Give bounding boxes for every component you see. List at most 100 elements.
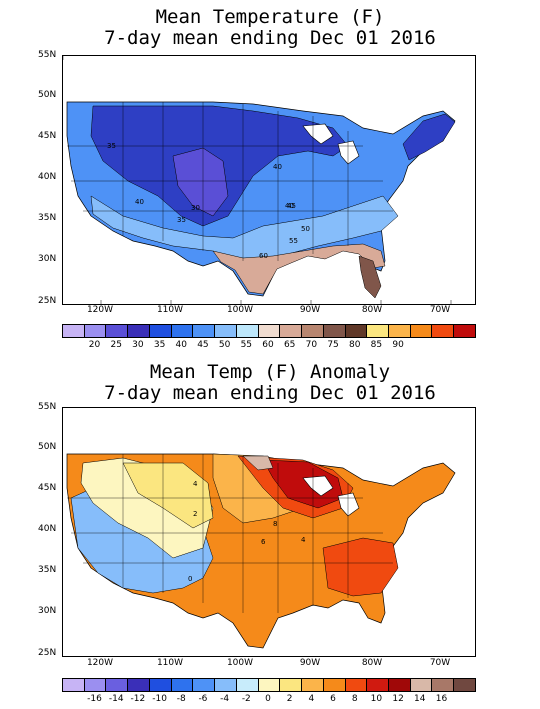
contour-label: 45 — [287, 202, 296, 210]
legend-swatch — [215, 679, 237, 691]
graticule — [63, 56, 452, 304]
anomaly-title-line1: Mean Temp (F) Anomaly — [149, 361, 391, 383]
anomaly-map: 4 2 8 6 4 0 — [62, 407, 476, 657]
lat-label: 30N — [38, 254, 57, 264]
south-warm-region — [212, 243, 386, 295]
lon-label: 110W — [156, 305, 184, 315]
legend-label: -6 — [198, 694, 208, 704]
lon-label: 90W — [299, 658, 321, 668]
legend-label: 25 — [110, 340, 122, 350]
legend-label: 75 — [327, 340, 339, 350]
legend-swatch — [302, 679, 324, 691]
temperature-map: 35 40 40 35 30 40 45 50 55 60 — [62, 55, 476, 305]
legend-swatch — [171, 679, 194, 691]
legend-swatch — [367, 325, 390, 337]
legend-swatch — [345, 325, 368, 337]
legend-label: 12 — [392, 694, 404, 704]
anomaly-contour-labels: 4 2 8 6 4 0 — [188, 480, 306, 583]
legend-swatch — [84, 325, 107, 337]
lon-label: 120W — [86, 658, 114, 668]
legend-label: 65 — [283, 340, 296, 350]
florida-region — [358, 255, 382, 299]
legend-swatch — [410, 325, 433, 337]
lon-label: 100W — [226, 658, 254, 668]
legend-swatch — [106, 679, 129, 691]
legend-swatch — [171, 325, 194, 337]
legend-swatch — [128, 679, 150, 691]
legend-label: 85 — [370, 340, 383, 350]
legend-label: 70 — [305, 340, 318, 350]
contour-label: 40 — [273, 163, 282, 171]
southeast-deep-orange — [322, 537, 399, 597]
legend-swatch — [389, 325, 411, 337]
legend-swatch — [302, 325, 324, 337]
legend-label: 80 — [349, 340, 361, 350]
legend-label: -8 — [176, 694, 186, 704]
lat-label: 45N — [38, 131, 57, 141]
legend-swatch — [432, 679, 455, 691]
contour-label: 4 — [193, 480, 198, 488]
lat-label: 35N — [38, 213, 57, 223]
legend-label: 4 — [308, 694, 315, 704]
temperature-contour-labels: 35 40 40 35 30 40 45 50 55 60 — [107, 142, 310, 260]
legend-swatch — [280, 325, 303, 337]
lon-label: 90W — [299, 305, 321, 315]
contour-label: 40 — [285, 202, 294, 210]
lon-label: 110W — [156, 658, 184, 668]
lon-label: 80W — [361, 658, 383, 668]
legend-label: -14 — [108, 694, 124, 704]
state-borders — [67, 454, 393, 613]
legend-swatch — [106, 325, 129, 337]
anomaly-map-svg: 4 2 8 6 4 0 — [66, 453, 456, 649]
legend-label: -16 — [87, 694, 102, 704]
legend-label: 14 — [414, 694, 426, 704]
lat-label: 25N — [38, 648, 57, 658]
legend-swatch — [193, 679, 216, 691]
lat-label: 50N — [38, 442, 57, 452]
lat-label: 55N — [38, 402, 57, 412]
legend-label: 45 — [197, 340, 209, 350]
contour-label: 40 — [135, 198, 144, 206]
contour-label: 55 — [289, 237, 298, 245]
north-pink-region — [242, 455, 274, 471]
legend-label: 50 — [218, 340, 231, 350]
contour-label: 4 — [301, 536, 306, 544]
legend-swatch — [280, 679, 303, 691]
contour-label: 30 — [191, 204, 200, 212]
legend-swatch — [193, 325, 216, 337]
contour-label: 2 — [193, 510, 197, 518]
legend-swatch — [149, 679, 172, 691]
legend-label: -2 — [241, 694, 251, 704]
temperature-legend — [62, 324, 476, 338]
legend-label: -4 — [220, 694, 230, 704]
legend-swatch — [454, 325, 475, 337]
lat-label: 35N — [38, 565, 57, 575]
legend-swatch — [345, 679, 368, 691]
legend-label: 6 — [330, 694, 336, 704]
contour-label: 8 — [273, 520, 277, 528]
contour-label: 6 — [261, 538, 266, 546]
legend-label: 2 — [286, 694, 293, 704]
legend-swatch — [215, 325, 237, 337]
legend-label: 10 — [370, 694, 383, 704]
legend-label: 55 — [240, 340, 253, 350]
legend-label: 20 — [88, 340, 101, 350]
upper-midwest-core-region — [262, 459, 344, 509]
legend-swatch — [258, 325, 281, 337]
legend-swatch — [454, 679, 475, 691]
lat-label: 50N — [38, 90, 57, 100]
contour-label: 35 — [107, 142, 116, 150]
lat-label: 25N — [38, 296, 57, 306]
anomaly-panel: Mean Temp (F) Anomaly 7-day mean ending … — [0, 355, 540, 709]
lat-label: 40N — [38, 524, 57, 534]
legend-label: 60 — [262, 340, 274, 350]
legend-swatch — [367, 679, 390, 691]
legend-swatch — [149, 325, 172, 337]
legend-label: 8 — [351, 694, 358, 704]
legend-swatch — [236, 679, 259, 691]
legend-swatch — [323, 325, 346, 337]
contour-label: 35 — [177, 216, 186, 224]
great-lakes — [302, 475, 360, 517]
coldest-region — [172, 147, 229, 217]
lat-label: 45N — [38, 483, 57, 493]
